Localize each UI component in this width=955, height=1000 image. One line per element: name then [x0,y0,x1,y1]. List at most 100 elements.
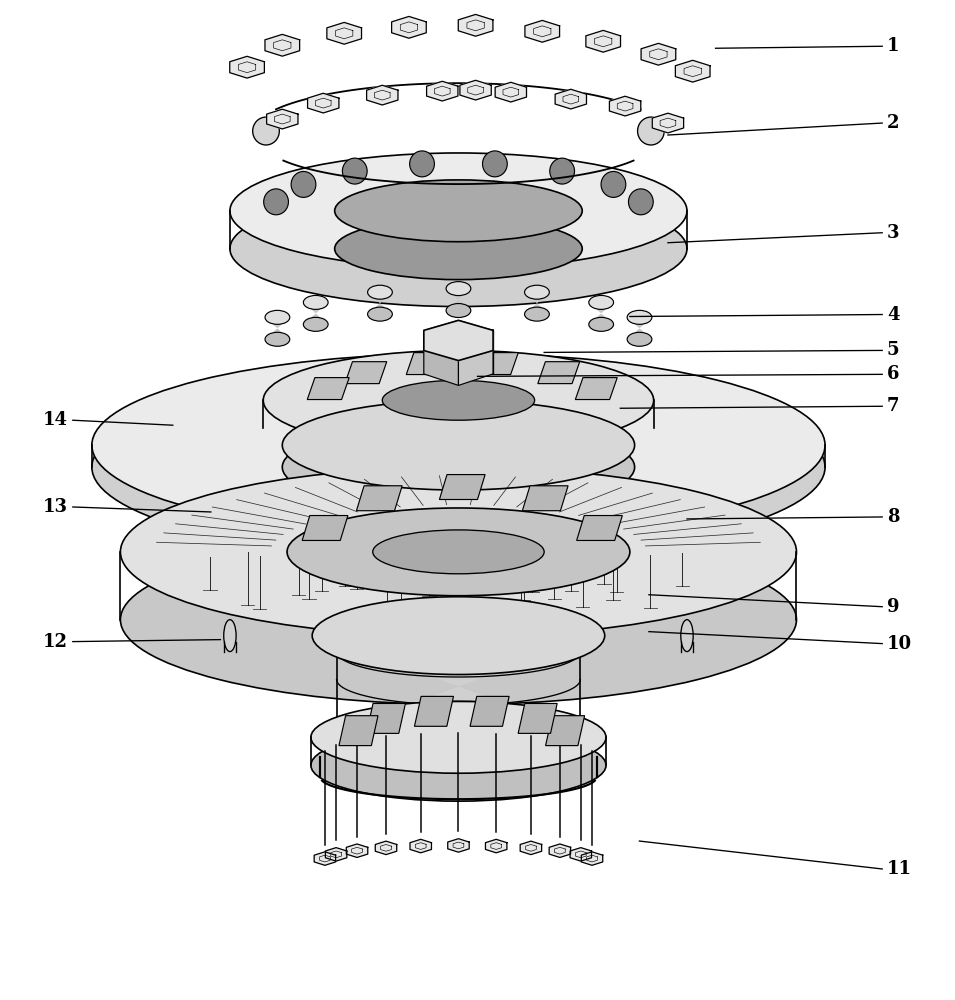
Polygon shape [424,320,458,351]
Polygon shape [627,310,652,346]
Ellipse shape [223,620,236,652]
Polygon shape [92,353,825,559]
Ellipse shape [446,304,471,318]
Text: 8: 8 [887,508,900,526]
Circle shape [628,189,653,215]
Polygon shape [470,696,509,726]
Text: 7: 7 [887,397,900,415]
Ellipse shape [681,620,693,652]
Text: 3: 3 [887,224,900,242]
Polygon shape [589,295,613,331]
Ellipse shape [264,378,653,478]
Ellipse shape [120,535,796,704]
Text: 5: 5 [887,341,900,359]
Ellipse shape [589,317,613,331]
Polygon shape [570,848,591,861]
Polygon shape [585,30,621,52]
Polygon shape [582,852,603,865]
Ellipse shape [265,310,289,324]
Polygon shape [555,89,586,109]
Polygon shape [265,34,300,56]
Polygon shape [410,839,432,853]
Polygon shape [230,153,687,307]
Ellipse shape [368,307,393,321]
Polygon shape [345,362,387,384]
Ellipse shape [334,218,583,280]
Ellipse shape [283,422,635,512]
Polygon shape [367,703,406,733]
Ellipse shape [336,701,581,761]
Ellipse shape [230,153,687,269]
Polygon shape [446,282,471,317]
Polygon shape [266,109,298,129]
Polygon shape [448,839,469,852]
Polygon shape [414,696,454,726]
Polygon shape [652,113,684,133]
Polygon shape [575,378,617,400]
Text: 9: 9 [887,598,900,616]
Polygon shape [519,703,557,733]
Polygon shape [460,80,491,100]
Polygon shape [326,848,347,861]
Circle shape [264,189,288,215]
Polygon shape [367,85,398,105]
Ellipse shape [336,612,581,672]
Polygon shape [339,716,378,746]
Polygon shape [424,350,458,385]
Circle shape [638,117,665,145]
Polygon shape [641,43,676,65]
Circle shape [601,171,626,197]
Ellipse shape [382,408,535,448]
Polygon shape [609,96,641,116]
Polygon shape [304,295,329,331]
Ellipse shape [368,285,393,299]
Text: 11: 11 [887,860,912,878]
Polygon shape [522,486,568,511]
Ellipse shape [524,307,549,321]
Polygon shape [520,841,541,855]
Ellipse shape [312,597,605,675]
Polygon shape [356,486,402,511]
Circle shape [550,158,575,184]
Ellipse shape [230,191,687,307]
Polygon shape [392,16,426,38]
Polygon shape [525,20,560,42]
Ellipse shape [120,467,796,637]
Polygon shape [439,475,485,500]
Polygon shape [311,701,606,801]
Ellipse shape [334,180,583,242]
Ellipse shape [589,295,613,309]
Text: 2: 2 [887,114,900,132]
Text: 13: 13 [43,498,68,516]
Circle shape [343,158,367,184]
Polygon shape [549,844,570,857]
Polygon shape [314,852,335,865]
Ellipse shape [265,332,289,346]
Polygon shape [327,22,362,44]
Polygon shape [458,350,493,385]
Polygon shape [308,93,339,113]
Polygon shape [524,285,549,321]
Polygon shape [538,362,580,384]
Polygon shape [427,81,458,101]
Ellipse shape [524,285,549,299]
Text: 1: 1 [887,37,900,55]
Ellipse shape [304,295,329,309]
Polygon shape [406,353,448,375]
Polygon shape [347,844,368,857]
Ellipse shape [92,353,825,537]
Polygon shape [302,516,348,540]
Text: 10: 10 [887,635,912,653]
Polygon shape [375,841,396,855]
Polygon shape [308,378,350,400]
Circle shape [410,151,435,177]
Polygon shape [675,60,710,82]
Ellipse shape [283,400,635,490]
Ellipse shape [287,508,630,596]
Ellipse shape [446,282,471,296]
Circle shape [482,151,507,177]
Polygon shape [577,516,623,540]
Polygon shape [495,82,526,102]
Polygon shape [477,353,519,375]
Ellipse shape [372,530,544,574]
